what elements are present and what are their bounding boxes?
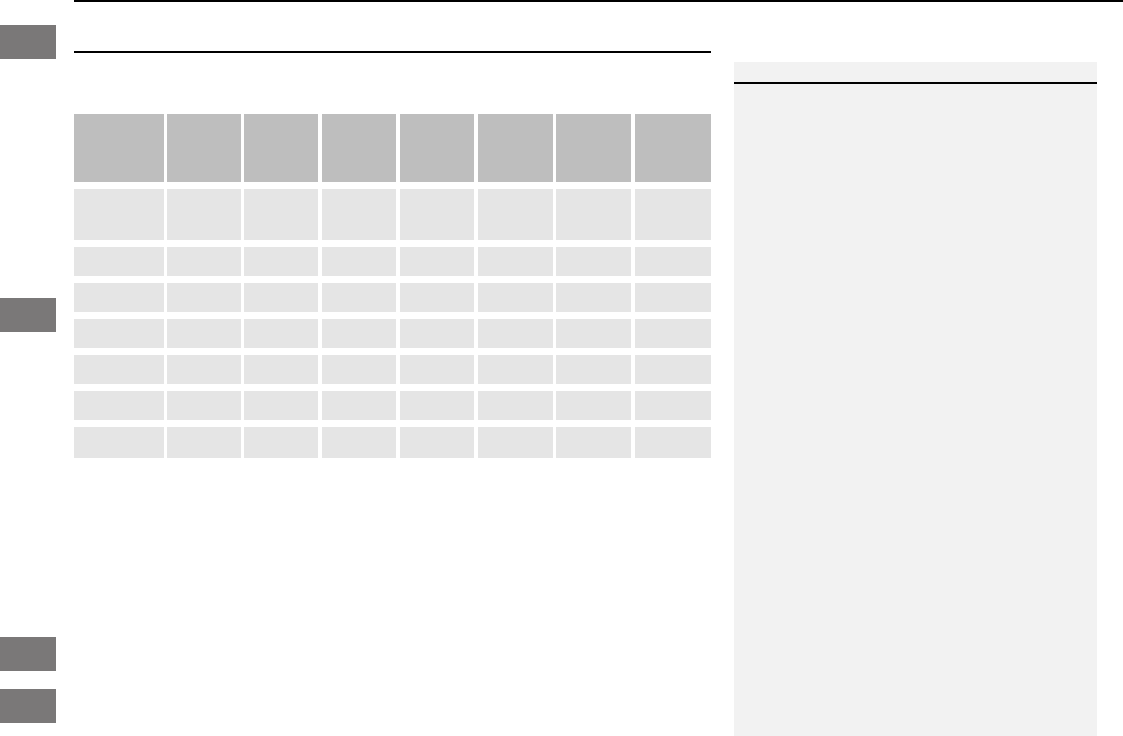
table-cell [556, 391, 631, 420]
section-rule [74, 51, 711, 53]
table-header-cell [556, 114, 631, 182]
table-header-cell [400, 114, 474, 182]
table-cell [244, 283, 318, 312]
table-cell [478, 189, 553, 240]
table-cell [74, 319, 164, 348]
table-cell [322, 427, 396, 458]
table-cell [478, 355, 553, 384]
table-cell [635, 283, 711, 312]
table-cell [167, 427, 241, 458]
table-cell [167, 283, 241, 312]
table-cell [635, 391, 711, 420]
table-cell [244, 391, 318, 420]
table-cell [400, 283, 474, 312]
chapter-tab[interactable] [0, 689, 56, 723]
table-cell [322, 391, 396, 420]
table-cell [635, 247, 711, 276]
table-cell [400, 355, 474, 384]
top-rule [74, 0, 1123, 2]
table-cell [244, 355, 318, 384]
side-note-rule [734, 82, 1097, 84]
table-cell [400, 391, 474, 420]
chapter-tab[interactable] [0, 25, 56, 59]
table-cell [478, 427, 553, 458]
table-cell [74, 355, 164, 384]
table-cell [244, 189, 318, 240]
table-cell [167, 319, 241, 348]
table-cell [322, 283, 396, 312]
table-cell [635, 319, 711, 348]
table-cell [167, 247, 241, 276]
table-cell [400, 319, 474, 348]
table-cell [556, 355, 631, 384]
table-cell [556, 247, 631, 276]
table-header-cell [167, 114, 241, 182]
table-cell [322, 247, 396, 276]
table-cell [635, 355, 711, 384]
table-cell [167, 189, 241, 240]
table-cell [478, 283, 553, 312]
table-cell [322, 319, 396, 348]
table-cell [74, 189, 164, 240]
table-header-cell [322, 114, 396, 182]
table-cell [322, 355, 396, 384]
table-cell [74, 283, 164, 312]
table-cell [167, 391, 241, 420]
table-cell [478, 247, 553, 276]
table-cell [74, 247, 164, 276]
table-cell [556, 189, 631, 240]
table-cell [635, 189, 711, 240]
table-cell [74, 391, 164, 420]
table-header-cell [74, 114, 164, 182]
table-cell [478, 391, 553, 420]
table-header-cell [478, 114, 553, 182]
side-note-panel [734, 62, 1097, 736]
table-cell [635, 427, 711, 458]
table-cell [167, 355, 241, 384]
table-cell [244, 247, 318, 276]
table-cell [244, 427, 318, 458]
table-cell [400, 247, 474, 276]
table-cell [74, 427, 164, 458]
table-header-cell [635, 114, 711, 182]
table-header-cell [244, 114, 318, 182]
table-cell [478, 319, 553, 348]
table-cell [556, 427, 631, 458]
table-cell [556, 319, 631, 348]
table-cell [400, 189, 474, 240]
table-cell [556, 283, 631, 312]
table-cell [400, 427, 474, 458]
table-cell [244, 319, 318, 348]
chapter-tab[interactable] [0, 637, 56, 671]
chapter-tab[interactable] [0, 298, 56, 332]
table-cell [322, 189, 396, 240]
